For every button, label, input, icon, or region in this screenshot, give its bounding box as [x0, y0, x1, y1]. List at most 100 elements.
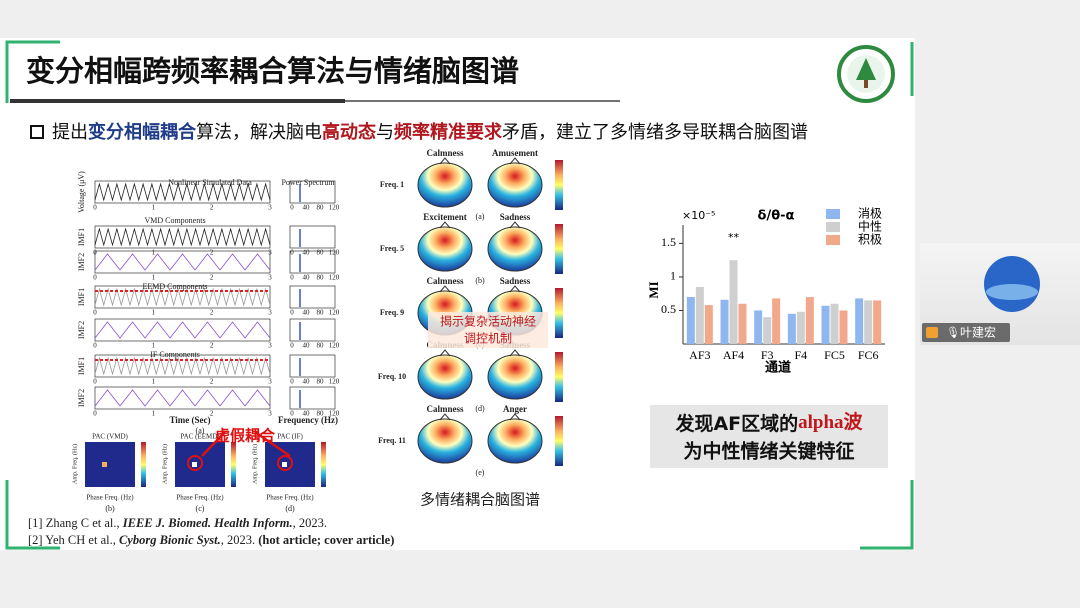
brainmap-figure: Freq. 1 Calmness Amusement (a) Freq. 5 Excite…	[378, 148, 563, 509]
head-nose	[439, 157, 451, 165]
head-nose	[439, 285, 451, 293]
label: (d)	[285, 504, 295, 513]
waveform	[94, 253, 271, 271]
label: IMF2	[77, 321, 86, 339]
overlay-bg	[428, 312, 548, 348]
bar	[720, 299, 729, 344]
label: 1	[152, 378, 156, 386]
waveform	[94, 287, 271, 307]
pac-spot	[102, 462, 107, 467]
bar	[787, 313, 796, 344]
label: 0	[93, 342, 97, 350]
corner	[5, 480, 60, 550]
label: 3	[268, 204, 272, 212]
head-nose	[509, 413, 521, 421]
video-tile[interactable]: 🎙 叶建宏	[920, 243, 1080, 345]
legend-swatch	[826, 209, 840, 219]
text: [1] Zhang C et al.,	[28, 516, 123, 530]
colorbar	[231, 442, 236, 487]
head-nose	[439, 413, 451, 421]
colorbar	[555, 224, 563, 274]
label: 0	[290, 274, 294, 282]
x-tick-label: F4	[794, 348, 807, 362]
bar	[772, 298, 781, 344]
label: Excitement	[423, 212, 466, 222]
plot-frame	[94, 285, 271, 309]
label: 120	[329, 249, 340, 257]
text: alpha波	[798, 410, 863, 433]
bar	[821, 305, 830, 344]
text: 频率精准要求	[394, 121, 503, 143]
label: 80	[317, 249, 325, 257]
bar	[855, 298, 864, 344]
label: 40	[303, 378, 311, 386]
text: 算法，解决脑电	[196, 122, 322, 143]
label: Voltage (μV)	[77, 171, 86, 213]
bar	[729, 260, 738, 344]
label: 80	[317, 274, 325, 282]
bar-chart: 0.5 1 1.5 AF3 AF4 F3 F4 FC5 FC6 ** δ/θ-α ×10⁻⁵ MI 通道 消…	[646, 207, 885, 376]
label: Anger	[503, 404, 527, 414]
label: 3	[268, 309, 272, 317]
legend-swatch	[826, 222, 840, 232]
label: 3	[268, 342, 272, 350]
pac-map	[175, 442, 225, 487]
label: PAC (EEMD)	[180, 433, 220, 441]
highlight	[187, 455, 203, 471]
head	[487, 418, 543, 464]
label: Calmness	[426, 404, 463, 414]
plot-frame	[94, 354, 271, 378]
label: 0	[290, 249, 294, 257]
label: (d)	[475, 404, 485, 413]
colorbar	[321, 442, 326, 487]
label: 2	[210, 274, 214, 282]
pac-spot	[282, 462, 287, 467]
label: 40	[303, 249, 311, 257]
text: (hot article; cover article)	[258, 533, 394, 547]
head-nose	[439, 221, 451, 229]
label: EEMD Components	[142, 282, 207, 291]
label: 120	[329, 204, 340, 212]
bullet-marker	[30, 125, 44, 139]
colorbar	[555, 160, 563, 210]
label: 2	[210, 309, 214, 317]
callout-box	[650, 405, 888, 468]
highlight	[277, 455, 293, 471]
label: (e)	[476, 468, 485, 477]
label: 0	[93, 410, 97, 418]
waveform	[94, 227, 271, 247]
label: 1	[152, 410, 156, 418]
label: Freq. 10	[378, 372, 406, 381]
bar	[864, 300, 873, 344]
plot-frame	[94, 180, 271, 204]
pac-spot	[192, 462, 197, 467]
label: 120	[329, 274, 340, 282]
label: Power Spectrum	[281, 178, 335, 187]
label: Nonlinear Simulated Data	[168, 178, 252, 187]
bar	[754, 310, 763, 344]
waveform	[94, 321, 271, 339]
annotation: **	[728, 231, 740, 244]
bar	[704, 305, 713, 344]
label: 2	[210, 342, 214, 350]
callout-text: 发现AF区域的alpha波	[674, 410, 863, 434]
label: 80	[317, 378, 325, 386]
label: 80	[317, 342, 325, 350]
head-nose	[509, 285, 521, 293]
text: 变分相幅耦合	[88, 121, 197, 143]
bar	[738, 303, 747, 344]
svg-text:🎙: 🎙	[946, 326, 960, 339]
slide-title: 变分相幅跨频率耦合算法与情绪脑图谱	[26, 54, 519, 88]
head	[417, 418, 473, 464]
label: 40	[303, 309, 311, 317]
bar	[805, 297, 814, 344]
label: Sadness	[500, 212, 531, 222]
label: Amusement	[492, 148, 538, 158]
label: 2	[210, 410, 214, 418]
y-scale: ×10⁻⁵	[682, 209, 715, 222]
label: 120	[329, 309, 340, 317]
plot-frame	[289, 386, 336, 410]
participant-name: 叶建宏	[960, 325, 996, 340]
label: 1	[152, 249, 156, 257]
